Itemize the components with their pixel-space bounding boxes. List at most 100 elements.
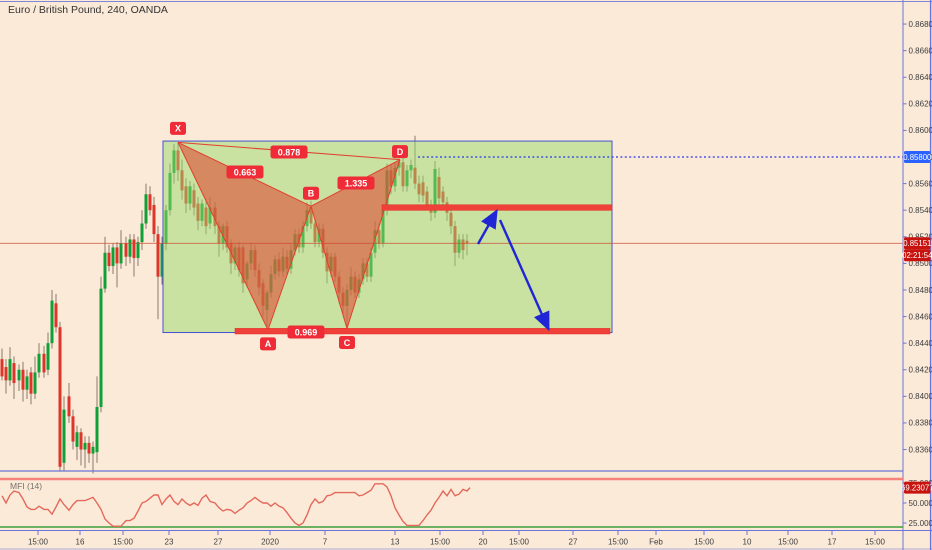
candle-down xyxy=(21,369,25,390)
candle-up xyxy=(25,376,29,390)
alert-price-badge-text: 0.85800 xyxy=(903,153,932,162)
mfi-value-badge xyxy=(904,481,931,494)
arrow-down-projection[interactable] xyxy=(498,219,550,332)
mfi-indicator-label: MFI (14) xyxy=(10,481,42,491)
candle-up xyxy=(160,243,164,277)
candle-down xyxy=(71,416,75,442)
time-axis-label: 7 xyxy=(323,538,328,547)
candle-up xyxy=(17,369,21,381)
candle-up xyxy=(83,442,87,450)
candle-down xyxy=(124,243,128,257)
candle-down xyxy=(0,359,4,377)
pattern-fill-triangle[interactable] xyxy=(178,142,311,330)
projection-arrows[interactable] xyxy=(476,208,550,332)
candle-down xyxy=(87,442,91,454)
time-axis-label: 15:00 xyxy=(694,538,715,547)
time-axis-label: 27 xyxy=(569,538,578,547)
time-axis-label: 15:00 xyxy=(865,538,886,547)
pattern-edge-BC[interactable] xyxy=(310,206,348,329)
pattern-label-chip[interactable] xyxy=(339,336,355,350)
time-axis-label: 16 xyxy=(76,538,85,547)
alert-price-badge xyxy=(904,151,931,164)
support-band[interactable] xyxy=(234,328,611,335)
candle-up xyxy=(8,359,12,381)
pattern-label-text: A xyxy=(265,339,272,349)
pattern-edge-CD[interactable] xyxy=(346,159,401,329)
mfi-pane: 75.0000050.0000025.00000 xyxy=(0,477,932,528)
xabcd-harmonic-pattern[interactable] xyxy=(177,141,401,331)
candle-up xyxy=(75,432,79,447)
pattern-fill-triangle[interactable] xyxy=(311,159,400,329)
candle-up xyxy=(103,252,107,289)
candle-up xyxy=(46,343,50,370)
pattern-edge-AB[interactable] xyxy=(267,206,312,331)
time-axis-label: 20 xyxy=(479,538,488,547)
pattern-label-text: B xyxy=(308,189,315,199)
candle-up xyxy=(62,409,66,463)
candle-up xyxy=(95,406,99,453)
pattern-label-chip[interactable] xyxy=(303,186,319,200)
pattern-label-chip[interactable] xyxy=(337,176,375,190)
pattern-label-text: 1.335 xyxy=(345,178,368,188)
arrow-up-projection[interactable] xyxy=(476,208,498,245)
mfi-axis-label: 25.00000 xyxy=(909,519,932,528)
pattern-label-chip[interactable] xyxy=(287,325,325,339)
pattern-labels[interactable]: X A B C D 0.878 0.663 1.335 0.969 xyxy=(170,121,408,351)
pattern-label-chip[interactable] xyxy=(260,337,276,351)
candle-down xyxy=(156,234,160,277)
candle-down xyxy=(58,327,62,467)
resistance-band[interactable] xyxy=(381,204,613,211)
time-axis-label: 15:00 xyxy=(113,538,134,547)
candle-up xyxy=(140,223,144,243)
time-axis-label: 15:00 xyxy=(509,538,530,547)
time-axis-label: 23 xyxy=(165,538,174,547)
time-axis-label: 13 xyxy=(391,538,400,547)
candle-up xyxy=(119,243,123,264)
candle-down xyxy=(79,432,83,450)
time-axis[interactable]: 15:00 16 15:00 23 27 2020 7 13 15:00 20 15:00 27 15:… xyxy=(28,531,886,547)
candle-up xyxy=(99,288,103,407)
pattern-label-chip[interactable] xyxy=(270,145,308,159)
time-axis-label: Feb xyxy=(649,538,663,547)
mfi-value-badge-text: 69.23077 xyxy=(901,484,932,493)
pattern-label-text: C xyxy=(344,338,351,348)
pattern-edge-XA[interactable] xyxy=(177,142,269,331)
bar-countdown-badge xyxy=(904,249,931,262)
axis-badges: 0.85800 0.85151 02:21:54 69.23077 xyxy=(901,151,932,494)
candle-down xyxy=(29,372,33,394)
time-axis-label: 17 xyxy=(828,538,837,547)
time-axis-label: 10 xyxy=(743,538,752,547)
candle-up xyxy=(128,239,132,257)
candle-down xyxy=(152,204,156,235)
pattern-label-chip[interactable] xyxy=(226,165,264,179)
candle-down xyxy=(67,396,71,417)
symbol-title: Euro / British Pound, 240, OANDA xyxy=(8,4,168,16)
candle-up xyxy=(50,300,54,344)
candle-down xyxy=(115,247,119,264)
candle-up xyxy=(37,353,41,373)
pattern-label-text: 0.663 xyxy=(234,167,257,177)
time-axis-label: 15:00 xyxy=(778,538,799,547)
candle-down xyxy=(4,367,8,381)
price-axis-label: 0.83600 xyxy=(909,445,932,454)
candle-up xyxy=(111,247,115,267)
pattern-label-chip[interactable] xyxy=(170,121,186,135)
mfi-value-line xyxy=(1,483,471,527)
time-axis-label: 2020 xyxy=(261,538,279,547)
pattern-label-chip[interactable] xyxy=(392,145,408,159)
